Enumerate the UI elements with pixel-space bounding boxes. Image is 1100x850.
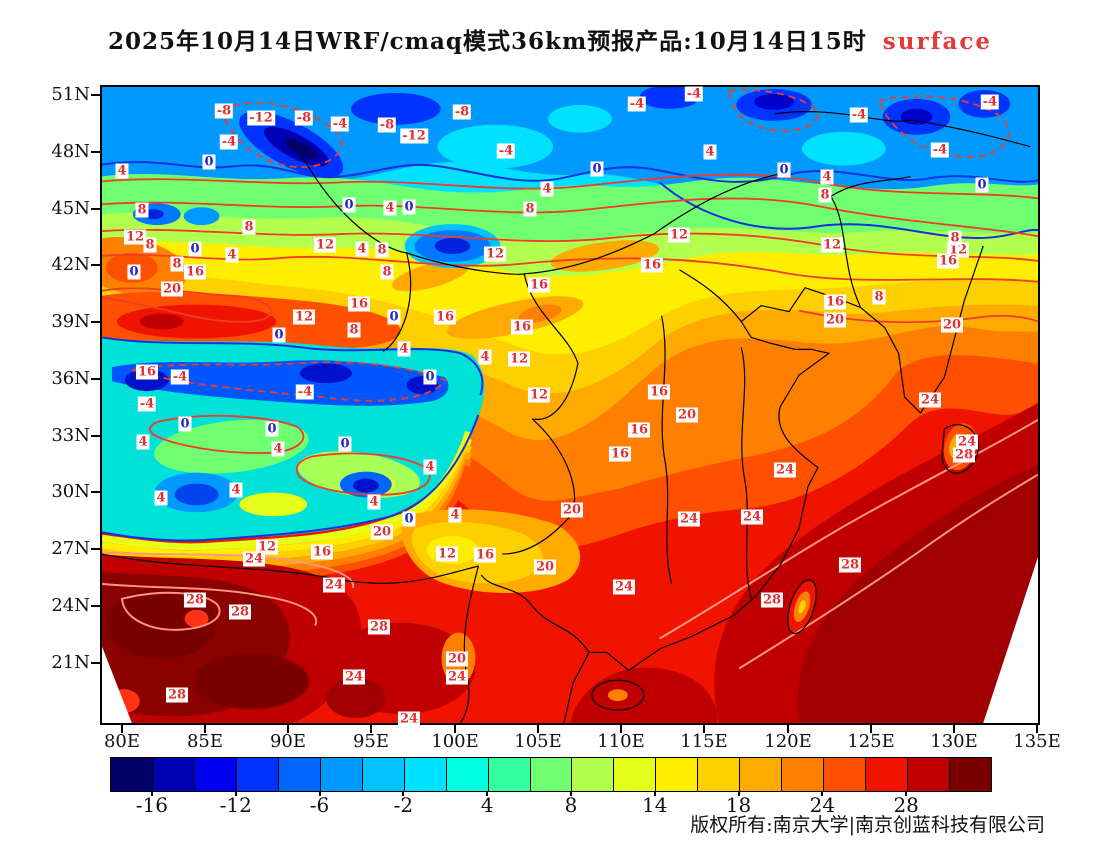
lon-tick	[620, 725, 622, 733]
lon-axis-label: 120E	[764, 731, 812, 752]
coastline-borders	[102, 111, 1031, 723]
lon-tick	[787, 725, 789, 733]
lat-axis-label: 45N	[51, 198, 90, 219]
colorbar-cell	[571, 758, 614, 791]
lat-tick	[91, 264, 100, 266]
lon-axis-label: 105E	[514, 731, 562, 752]
colorbar-cell	[613, 758, 656, 791]
lat-tick	[91, 151, 100, 153]
colorbar-tick-label: -16	[135, 793, 168, 817]
colorbar-cell	[865, 758, 908, 791]
temperature-field-map	[102, 87, 1038, 723]
lat-tick	[91, 208, 100, 210]
colorbar-cell	[319, 758, 362, 791]
lat-tick	[91, 548, 100, 550]
lon-tick	[121, 725, 123, 733]
colorbar-tick	[821, 791, 824, 796]
colorbar-tick-label: -12	[219, 793, 252, 817]
lon-tick	[537, 725, 539, 733]
lat-axis-label: 21N	[51, 652, 90, 673]
map-plot-area: -8 -12 -8 -4 -8 -12 -8 -4 -4 -4 -4 -4 -4 -4 0 0 0 0 4 4 4 4 8 8…	[100, 85, 1040, 727]
colorbar-cell	[949, 758, 992, 791]
lat-tick	[91, 321, 100, 323]
colorbar-tick	[402, 791, 405, 796]
lon-axis-label: 95E	[352, 731, 390, 752]
colorbar-cell	[907, 758, 950, 791]
colorbar-cell	[529, 758, 572, 791]
colorbar-tick-label: 28	[893, 793, 919, 817]
colorbar-tick	[737, 791, 740, 796]
colorbar-tick-label: -6	[309, 793, 330, 817]
lon-axis-label: 80E	[103, 731, 141, 752]
lat-axis-label: 42N	[51, 254, 90, 275]
lat-axis-label: 51N	[51, 84, 90, 105]
title-main: 2025年10月14日WRF/cmaq模式36km预报产品:10月14日15时	[107, 28, 867, 55]
lat-tick	[91, 491, 100, 493]
lon-tick	[454, 725, 456, 733]
colorbar-tick-label: 14	[642, 793, 668, 817]
colorbar-cell	[445, 758, 488, 791]
copyright-text: 版权所有:南京大学|南京创蓝科技有限公司	[690, 814, 1045, 836]
colorbar-cell	[655, 758, 698, 791]
colorbar-cell	[361, 758, 404, 791]
lat-tick	[91, 378, 100, 380]
colorbar-cell	[151, 758, 194, 791]
colorbar-tick	[234, 791, 237, 796]
colorbar-tick-label: 4	[480, 793, 494, 817]
contour-lines	[102, 89, 1038, 670]
lat-tick	[91, 662, 100, 664]
colorbar-cell	[781, 758, 824, 791]
lon-tick	[703, 725, 705, 733]
colorbar-tick	[569, 791, 572, 796]
lat-tick	[91, 605, 100, 607]
lat-axis-label: 27N	[51, 538, 90, 559]
lon-axis-label: 130E	[930, 731, 978, 752]
colorbar-cell	[235, 758, 278, 791]
colorbar-cell	[193, 758, 236, 791]
colorbar-tick	[486, 791, 489, 796]
colorbar-cell	[697, 758, 740, 791]
lon-tick	[870, 725, 872, 733]
lon-tick	[1036, 725, 1038, 733]
lat-axis-label: 33N	[51, 425, 90, 446]
colorbar-cell	[739, 758, 782, 791]
colorbar-tick	[318, 791, 321, 796]
colorbar-tick	[150, 791, 153, 796]
colorbar-cell	[111, 758, 152, 791]
temperature-colorbar	[110, 757, 992, 792]
lon-axis-label: 90E	[269, 731, 307, 752]
lon-axis-label: 115E	[680, 731, 728, 752]
colorbar-cell	[487, 758, 530, 791]
lat-axis-label: 24N	[51, 595, 90, 616]
colorbar-tick-label: 8	[564, 793, 578, 817]
colorbar-cell	[823, 758, 866, 791]
lon-axis-label: 110E	[597, 731, 645, 752]
lat-tick	[91, 94, 100, 96]
lon-tick	[204, 725, 206, 733]
lat-axis-label: 30N	[51, 481, 90, 502]
colorbar-cell	[403, 758, 446, 791]
lon-tick	[287, 725, 289, 733]
lon-axis-label: 135E	[1013, 731, 1061, 752]
lon-tick	[370, 725, 372, 733]
colorbar-tick	[905, 791, 908, 796]
lon-axis-label: 100E	[431, 731, 479, 752]
colorbar-cell	[277, 758, 320, 791]
page-title: 2025年10月14日WRF/cmaq模式36km预报产品:10月14日15时 s…	[0, 22, 1100, 56]
lat-tick	[91, 435, 100, 437]
title-surface-tag: surface	[882, 28, 993, 55]
colorbar-tick-label: 18	[725, 793, 752, 817]
colorbar-tick-label: 24	[809, 793, 836, 817]
colorbar-tick	[653, 791, 656, 796]
lon-tick	[953, 725, 955, 733]
lon-axis-label: 85E	[186, 731, 224, 752]
lat-axis-label: 48N	[51, 141, 90, 162]
lat-axis-label: 36N	[51, 368, 90, 389]
lat-axis-label: 39N	[51, 311, 90, 332]
lon-axis-label: 125E	[847, 731, 895, 752]
colorbar-tick-label: -2	[393, 793, 414, 817]
